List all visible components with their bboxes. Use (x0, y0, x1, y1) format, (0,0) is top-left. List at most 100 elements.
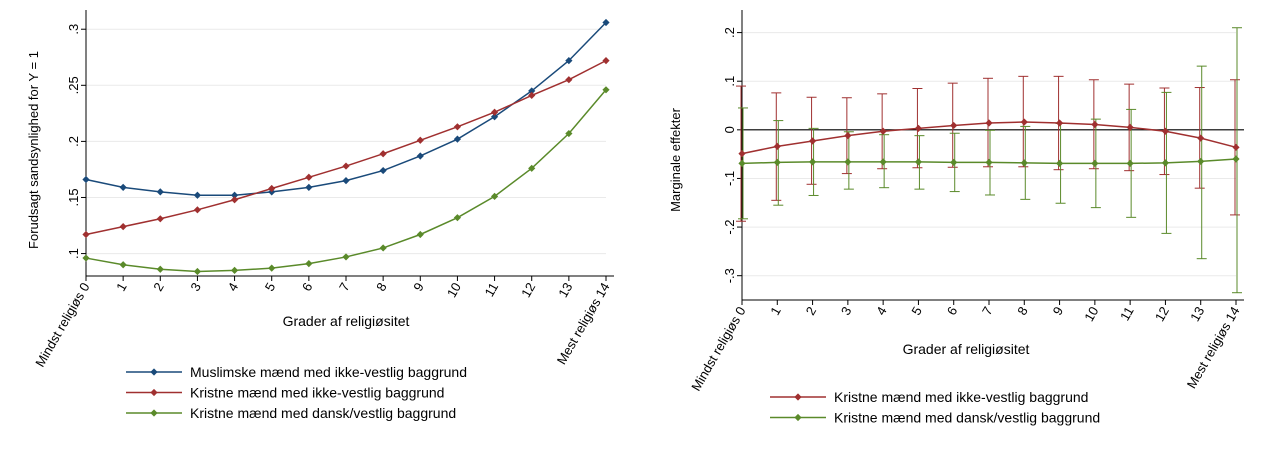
data-point (879, 158, 887, 166)
data-point (1055, 119, 1064, 127)
data-point (230, 191, 239, 199)
data-point (230, 266, 239, 274)
data-point (565, 129, 573, 138)
data-point (602, 86, 610, 94)
data-point (82, 254, 90, 262)
x-tick-label: 12 (518, 280, 538, 300)
y-tick-label: -.3 (722, 268, 737, 283)
x-axis-label: Grader af religiøsitet (283, 313, 410, 329)
data-point (1126, 123, 1134, 131)
data-point (305, 183, 313, 191)
x-tick-label: 11 (481, 280, 501, 299)
data-point (268, 184, 276, 193)
y-tick-label: 0 (722, 126, 737, 133)
data-point (985, 119, 993, 127)
data-point (82, 230, 90, 239)
data-point (528, 91, 536, 99)
x-tick-label: Mindst religiøs 0 (32, 280, 92, 369)
y-tick-label: -.1 (722, 171, 737, 186)
data-point (490, 113, 499, 121)
gridlines (86, 28, 606, 255)
legend-label: Kristne mænd med dansk/vestlig baggrund (190, 405, 456, 421)
data-point (985, 158, 993, 167)
data-point (1020, 118, 1028, 126)
legend-marker (150, 388, 158, 397)
data-point (773, 158, 781, 167)
data-point (565, 76, 573, 84)
y-tick-label: .2 (66, 136, 81, 147)
data-point (950, 158, 958, 167)
x-tick-label: 8 (373, 280, 390, 294)
y-tick-label: .2 (722, 27, 737, 38)
data-point (379, 244, 387, 252)
data-point (379, 166, 387, 175)
data-point (602, 57, 610, 65)
x-tick-label: Mindst religiøs 0 (688, 304, 748, 393)
data-point (738, 150, 746, 158)
data-point (453, 214, 462, 222)
data-point (1091, 159, 1099, 167)
legend-marker (794, 413, 802, 422)
data-point (193, 267, 202, 276)
x-tick-label: 10 (1081, 304, 1101, 324)
data-point (490, 192, 499, 200)
y-tick-label: .1 (722, 76, 737, 87)
x-tick-label: 3 (187, 280, 204, 294)
data-point (193, 206, 202, 214)
data-point (1126, 159, 1134, 167)
data-point (490, 108, 499, 116)
data-point (602, 18, 610, 27)
y-tick-labels: .1 .15 .2 .25 .3 (66, 24, 81, 259)
y-tick-label: .3 (66, 24, 81, 35)
x-tick-label: 5 (262, 280, 279, 294)
legend-label: Kristne mænd med dansk/vestlig baggrund (834, 410, 1100, 426)
data-point (773, 142, 781, 150)
data-point (156, 265, 164, 273)
axes (81, 10, 614, 281)
x-tick-label: 6 (944, 304, 961, 318)
x-tick-label: 7 (979, 304, 996, 318)
data-point (950, 121, 958, 130)
y-tick-label: .25 (66, 76, 81, 94)
data-point (119, 261, 127, 269)
y-tick-label: -.2 (722, 219, 737, 234)
data-point (844, 132, 852, 140)
legend-marker (794, 393, 802, 401)
data-point (914, 124, 923, 132)
y-tick-label: .15 (66, 188, 81, 206)
x-tick-label: 2 (803, 304, 820, 318)
y-tick-label: .1 (66, 248, 81, 259)
data-point (1161, 159, 1170, 167)
y-axis-label: Forudsagt sandsynlighed for Y = 1 (26, 51, 41, 249)
x-tick-label: 13 (1187, 304, 1207, 324)
data-point (342, 177, 350, 185)
data-point (565, 57, 573, 65)
x-tick-label: 2 (150, 280, 167, 294)
data-point (342, 162, 350, 170)
legend-label: Kristne mænd med ikke-vestlig baggrund (834, 389, 1088, 405)
x-tick-label: 3 (838, 304, 855, 318)
data-point (305, 173, 313, 181)
data-point (1055, 159, 1064, 167)
data-point (1091, 120, 1099, 129)
legend-marker (150, 368, 158, 376)
data-point (1161, 127, 1170, 135)
data-point (453, 123, 462, 131)
data-point (379, 150, 387, 158)
data-point (808, 158, 817, 166)
data-point (528, 164, 536, 172)
data-point (156, 188, 164, 196)
data-point (342, 253, 350, 261)
x-tick-label: 12 (1152, 304, 1172, 324)
x-tick-label: 10 (444, 280, 464, 300)
series-line (741, 121, 1237, 155)
x-tick-label: 9 (410, 280, 427, 294)
gridlines (742, 32, 1236, 277)
x-tick-label: 4 (873, 304, 890, 318)
legend: Kristne mænd med ikke-vestlig baggrund Kr… (770, 389, 1100, 426)
legend: Muslimske mænd med ikke-vestlig baggrund… (126, 364, 467, 421)
x-tick-label: 8 (1014, 304, 1031, 318)
x-tick-label: 5 (908, 304, 925, 318)
data-point (914, 158, 923, 166)
x-tick-label: 1 (767, 304, 784, 318)
